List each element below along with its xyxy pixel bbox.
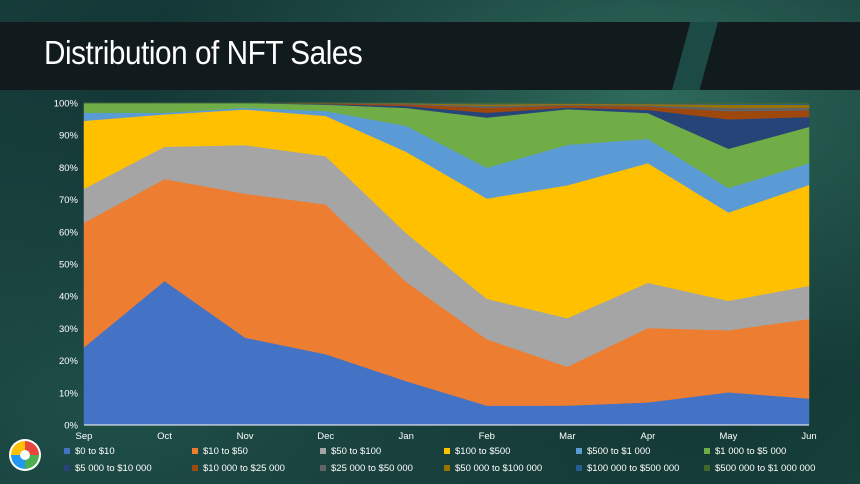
legend-item: $0 to $10 (64, 446, 115, 457)
legend-swatch (320, 465, 326, 471)
legend-swatch (704, 465, 710, 471)
x-tick-label: May (719, 431, 737, 442)
y-tick-label: 30% (59, 324, 79, 335)
legend-item: $1 000 to $5 000 (704, 446, 786, 457)
legend-label: $500 to $1 000 (587, 446, 650, 457)
legend-label: $0 to $10 (75, 446, 115, 457)
legend-label: $50 000 to $100 000 (455, 463, 542, 474)
legend-label: $10 000 to $25 000 (203, 463, 285, 474)
y-tick-label: 40% (59, 292, 79, 303)
x-tick-label: Apr (640, 431, 655, 442)
legend-item: $100 to $500 (444, 446, 510, 457)
legend-swatch (444, 465, 450, 471)
legend-item: $100 000 to $500 000 (576, 463, 679, 474)
legend-item: $50 to $100 (320, 446, 381, 457)
x-tick-label: Oct (157, 431, 172, 442)
legend-swatch (320, 448, 326, 454)
page-title: Distribution of NFT Sales (44, 34, 363, 71)
legend-swatch (64, 448, 70, 454)
legend-swatch (64, 465, 70, 471)
y-tick-label: 10% (59, 388, 79, 399)
y-tick-label: 70% (59, 195, 79, 206)
app-logo-icon (9, 439, 41, 471)
legend-item: $10 to $50 (192, 446, 248, 457)
y-tick-label: 90% (59, 131, 79, 142)
legend-swatch (576, 465, 582, 471)
y-tick-label: 60% (59, 227, 79, 238)
legend-label: $10 to $50 (203, 446, 248, 457)
legend-item: $10 000 to $25 000 (192, 463, 285, 474)
y-tick-label: 0% (64, 421, 78, 432)
legend-swatch (444, 448, 450, 454)
legend-item: $50 000 to $100 000 (444, 463, 542, 474)
legend-swatch (704, 448, 710, 454)
legend-item: $500 000 to $1 000 000 (704, 463, 815, 474)
legend-label: $25 000 to $50 000 (331, 463, 413, 474)
legend-item: $500 to $1 000 (576, 446, 650, 457)
legend-label: $100 to $500 (455, 446, 510, 457)
y-tick-label: 20% (59, 356, 79, 367)
legend-label: $1 000 to $5 000 (715, 446, 786, 457)
x-tick-label: Mar (559, 431, 575, 442)
legend-label: $50 to $100 (331, 446, 381, 457)
legend-item: $25 000 to $50 000 (320, 463, 413, 474)
area-series-12 (84, 102, 810, 104)
x-tick-label: Feb (479, 431, 495, 442)
y-tick-label: 80% (59, 163, 79, 174)
legend-label: $5 000 to $10 000 (75, 463, 152, 474)
legend-swatch (192, 448, 198, 454)
legend-label: $100 000 to $500 000 (587, 463, 679, 474)
x-tick-label: Dec (317, 431, 334, 442)
x-tick-label: Jan (399, 431, 414, 442)
legend-swatch (576, 448, 582, 454)
legend-swatch (192, 465, 198, 471)
legend-item: $5 000 to $10 000 (64, 463, 152, 474)
x-tick-label: Nov (237, 431, 254, 442)
x-tick-label: Jun (801, 431, 816, 442)
y-tick-label: 100% (54, 99, 79, 110)
y-tick-label: 50% (59, 260, 79, 271)
title-bar (0, 22, 860, 90)
legend-label: $500 000 to $1 000 000 (715, 463, 815, 474)
x-tick-label: Sep (76, 431, 93, 442)
